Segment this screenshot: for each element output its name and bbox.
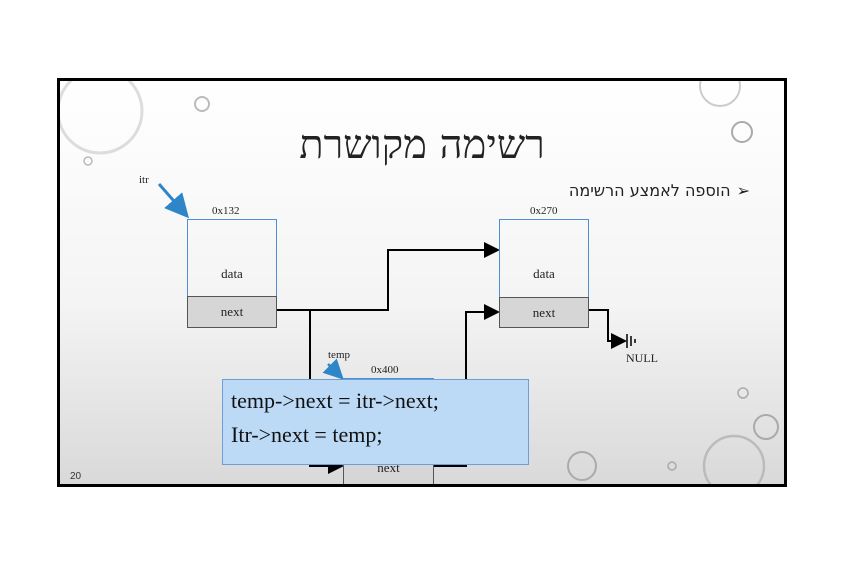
code-box: temp->next = itr->next; Itr->next = temp… bbox=[222, 379, 529, 465]
node1-data: data bbox=[221, 266, 243, 281]
node3-address: 0x400 bbox=[371, 364, 399, 376]
slide-title: רשימה מקושרת bbox=[299, 122, 545, 168]
node1-next: next bbox=[187, 296, 277, 328]
bullet-text: הוספה לאמצע הרשימה bbox=[568, 181, 731, 200]
decorative-bubbles bbox=[60, 81, 779, 484]
node2-address: 0x270 bbox=[530, 205, 558, 217]
bullet-point: ➢ הוספה לאמצע הרשימה bbox=[490, 181, 750, 200]
arrow-bullet-icon: ➢ bbox=[736, 181, 750, 200]
node1-box: data next bbox=[187, 219, 277, 328]
node2-data: data bbox=[533, 266, 555, 281]
page-number: 20 bbox=[70, 471, 82, 482]
itr-label: itr bbox=[139, 174, 149, 186]
null-label: NULL bbox=[626, 351, 658, 365]
code-line-1: temp->next = itr->next; bbox=[231, 388, 439, 413]
slide: רשימה מקושרת ➢הוספה לאמצע הרשימה itr 0x bbox=[57, 78, 787, 487]
temp-label: temp bbox=[328, 349, 350, 361]
code-line-2: Itr->next = temp; bbox=[231, 422, 383, 447]
node2-box: data next bbox=[499, 219, 589, 328]
node2-next: next bbox=[499, 297, 589, 328]
node1-address: 0x132 bbox=[212, 205, 240, 217]
